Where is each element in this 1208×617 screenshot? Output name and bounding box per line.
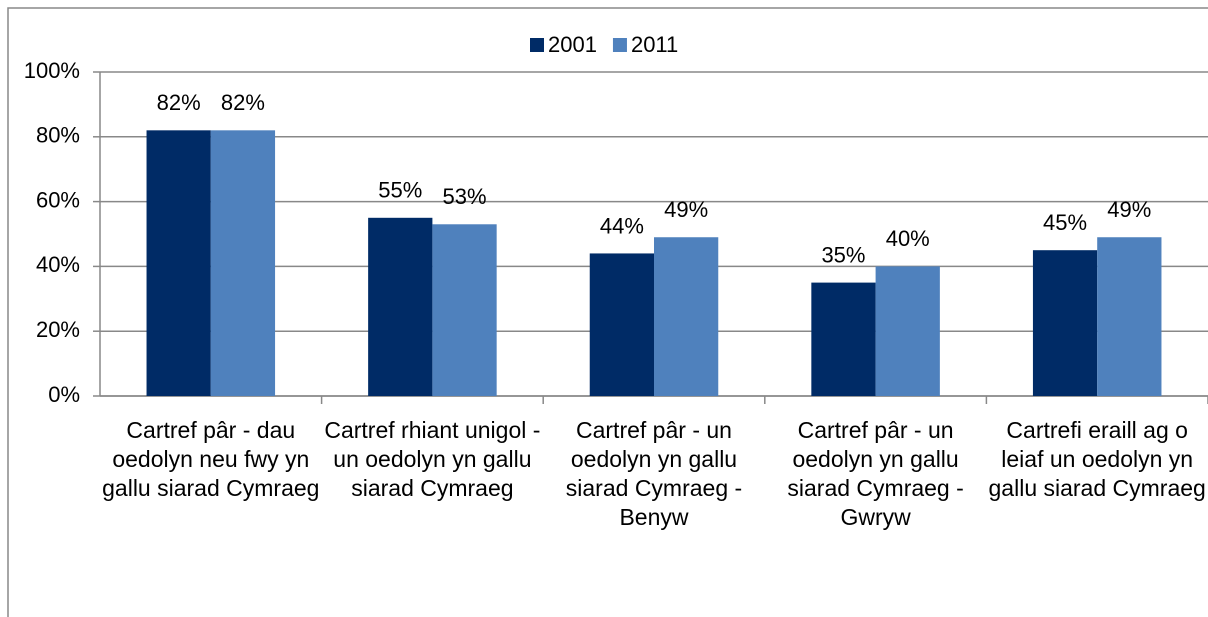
data-label: 82% <box>221 90 265 115</box>
x-tick-label: Cartref rhiant unigol - un oedolyn yn ga… <box>324 417 541 501</box>
bar <box>368 217 433 396</box>
x-tick-label: Cartref pâr - un oedolyn yn gallu siarad… <box>565 417 743 530</box>
bar <box>589 253 654 396</box>
data-label: 35% <box>821 242 865 267</box>
legend-label: 2011 <box>631 32 678 57</box>
y-tick-label: 100% <box>24 58 80 83</box>
x-tick-label: Cartrefi eraill ag o leiaf un oedolyn yn… <box>988 417 1206 501</box>
bar <box>1097 237 1162 396</box>
y-tick-label: 60% <box>36 187 80 212</box>
y-tick-label: 0% <box>48 382 80 407</box>
data-label: 53% <box>443 184 487 209</box>
bar <box>654 237 719 396</box>
data-label: 55% <box>378 178 422 203</box>
y-tick-label: 20% <box>36 317 80 342</box>
legend-swatch <box>530 38 544 52</box>
bar <box>210 130 276 396</box>
bar <box>875 266 940 396</box>
x-tick-label: Cartref pâr - un oedolyn yn gallu siarad… <box>787 417 964 530</box>
y-tick-label: 80% <box>36 123 80 148</box>
data-label: 49% <box>664 197 708 222</box>
bar <box>811 282 876 396</box>
data-label: 82% <box>157 90 201 115</box>
y-tick-label: 40% <box>36 252 80 277</box>
data-label: 45% <box>1043 210 1087 235</box>
legend-label: 2001 <box>548 32 597 57</box>
data-label: 44% <box>600 213 644 238</box>
bar <box>1032 250 1098 396</box>
bar <box>432 224 497 396</box>
data-label: 40% <box>886 226 930 251</box>
data-label: 49% <box>1107 197 1151 222</box>
x-tick-label: Cartref pâr - dau oedolyn neu fwy yn gal… <box>102 417 320 501</box>
legend-swatch <box>612 38 627 52</box>
bar <box>146 130 211 396</box>
chart-border <box>7 7 1208 617</box>
